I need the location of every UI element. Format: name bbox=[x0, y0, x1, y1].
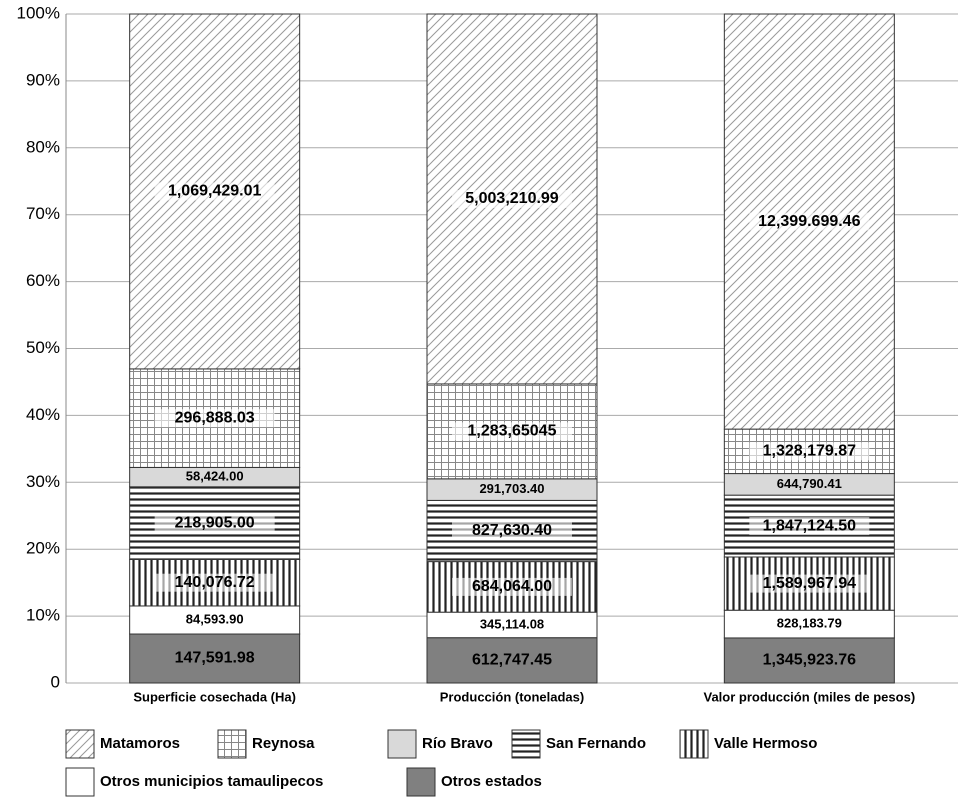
label-bg bbox=[749, 517, 870, 536]
bar-segment bbox=[723, 609, 895, 639]
label-bg bbox=[749, 442, 870, 461]
value-label: 218,905.00 bbox=[175, 514, 255, 531]
y-tick-label: 90% bbox=[26, 70, 60, 89]
value-label: 1,847,124.50 bbox=[763, 517, 857, 534]
label-bg bbox=[452, 577, 572, 596]
value-label: 12,399.699.46 bbox=[758, 213, 860, 230]
x-tick-label: Superficie cosechada (Ha) bbox=[133, 689, 296, 704]
label-bg bbox=[452, 189, 572, 208]
label-bg bbox=[154, 409, 275, 428]
y-tick-label: 40% bbox=[26, 405, 60, 424]
value-label: 345,114.08 bbox=[480, 616, 544, 631]
legend-swatch bbox=[679, 729, 709, 759]
y-tick-label: 80% bbox=[26, 137, 60, 156]
y-tick-label: 10% bbox=[26, 606, 60, 625]
value-label: 1,345,923.76 bbox=[763, 652, 857, 669]
label-bg bbox=[749, 212, 870, 231]
bar-segment bbox=[426, 611, 598, 639]
y-tick-label: 50% bbox=[26, 338, 60, 357]
value-label: 644,790.41 bbox=[777, 476, 842, 491]
value-label: 5,003,210.99 bbox=[465, 190, 559, 207]
legend-label: Otros estados bbox=[441, 773, 542, 790]
y-tick-label: 70% bbox=[26, 204, 60, 223]
legend-label: Otros municipios tamaulipecos bbox=[100, 773, 323, 790]
legend-swatch bbox=[65, 729, 95, 759]
value-label: 1,328,179.87 bbox=[763, 443, 857, 460]
y-tick-label: 60% bbox=[26, 271, 60, 290]
legend-swatch bbox=[65, 767, 95, 797]
y-tick-label: 100% bbox=[17, 3, 60, 22]
legend-swatch bbox=[387, 729, 417, 759]
bar-segment bbox=[426, 637, 598, 684]
value-label: 1,589,967.94 bbox=[763, 575, 857, 592]
label-bg bbox=[749, 574, 870, 593]
bar-segment bbox=[129, 633, 301, 684]
value-label: 1,069,429.01 bbox=[168, 183, 262, 200]
legend-label: Matamoros bbox=[100, 735, 180, 752]
value-label: 1,283,65045 bbox=[468, 423, 557, 440]
label-bg bbox=[452, 422, 572, 441]
value-label: 827,630.40 bbox=[472, 522, 552, 539]
label-bg bbox=[452, 522, 572, 541]
x-tick-label: Producción (toneladas) bbox=[440, 689, 584, 704]
x-tick-label: Valor producción (miles de pesos) bbox=[703, 689, 915, 704]
legend-label: San Fernando bbox=[546, 735, 646, 752]
label-bg bbox=[154, 514, 275, 533]
label-bg bbox=[154, 182, 275, 201]
value-label: 296,888.03 bbox=[175, 409, 255, 426]
value-label: 58,424.00 bbox=[186, 469, 244, 484]
y-tick-label: 0 bbox=[51, 672, 60, 691]
value-label: 828,183.79 bbox=[777, 616, 842, 631]
value-label: 140,076.72 bbox=[175, 574, 255, 591]
value-label: 147,591.98 bbox=[175, 650, 255, 667]
bar-segment bbox=[723, 637, 895, 684]
legend-label: Reynosa bbox=[252, 735, 315, 752]
legend-swatch bbox=[217, 729, 247, 759]
legend-label: Valle Hermoso bbox=[714, 735, 817, 752]
value-label: 684,064.00 bbox=[472, 578, 552, 595]
legend-label: Río Bravo bbox=[422, 735, 493, 752]
value-label: 291,703.40 bbox=[479, 481, 544, 496]
y-tick-label: 30% bbox=[26, 472, 60, 491]
legend-swatch bbox=[406, 767, 436, 797]
value-label: 84,593.90 bbox=[186, 611, 244, 626]
y-tick-label: 20% bbox=[26, 539, 60, 558]
label-bg bbox=[154, 573, 275, 592]
legend-swatch bbox=[511, 729, 541, 759]
value-label: 612,747.45 bbox=[472, 652, 552, 669]
